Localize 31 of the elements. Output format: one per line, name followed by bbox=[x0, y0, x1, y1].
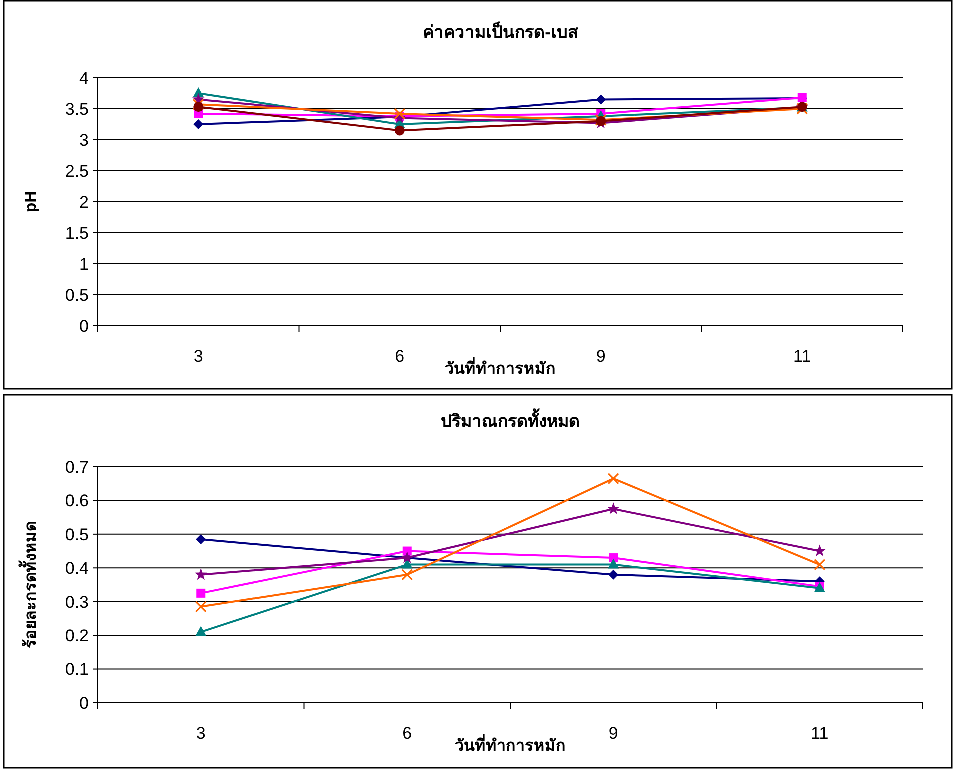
x-axis-title: วันที่ทำการหมัก bbox=[455, 734, 566, 755]
y-tick-label: 0.7 bbox=[65, 458, 89, 477]
y-tick-label: 2.5 bbox=[65, 162, 89, 181]
y-tick-label: 2 bbox=[80, 192, 89, 212]
y-tick-label: 3 bbox=[80, 130, 89, 150]
x-tick-label: 3 bbox=[194, 347, 204, 366]
y-tick-label: 0.6 bbox=[65, 492, 89, 511]
y-tick-label: 1.5 bbox=[65, 224, 89, 243]
x-tick-label: 11 bbox=[794, 347, 812, 366]
y-axis-title: ร้อยละกรดทั้งหมด bbox=[18, 522, 40, 648]
x-tick-label: 9 bbox=[596, 347, 606, 366]
x-tick-label: 11 bbox=[811, 724, 829, 743]
y-tick-label: 0.4 bbox=[65, 559, 89, 578]
x-tick-label: 3 bbox=[196, 724, 206, 743]
x-tick-label: 6 bbox=[402, 724, 412, 743]
y-tick-label: 0.5 bbox=[65, 286, 89, 305]
y-tick-label: 0 bbox=[80, 316, 89, 336]
y-tick-label: 0 bbox=[80, 694, 89, 713]
x-tick-label: 9 bbox=[608, 724, 618, 743]
y-axis-title: pH bbox=[23, 191, 40, 213]
y-tick-label: 0.3 bbox=[65, 592, 89, 612]
x-tick-label: 6 bbox=[395, 347, 405, 366]
y-tick-label: 3.5 bbox=[65, 100, 89, 119]
x-axis-title: วันที่ทำการหมัก bbox=[445, 357, 556, 378]
y-tick-label: 0.2 bbox=[65, 626, 89, 646]
chart-title: ปริมาณกรดทั้งหมด bbox=[441, 408, 580, 431]
y-tick-label: 1 bbox=[80, 254, 89, 274]
y-tick-label: 0.1 bbox=[65, 660, 89, 680]
chart-title: ค่าความเป็นกรด-เบส bbox=[423, 20, 579, 42]
y-tick-label: 0.5 bbox=[65, 525, 89, 544]
y-tick-label: 4 bbox=[80, 68, 89, 88]
